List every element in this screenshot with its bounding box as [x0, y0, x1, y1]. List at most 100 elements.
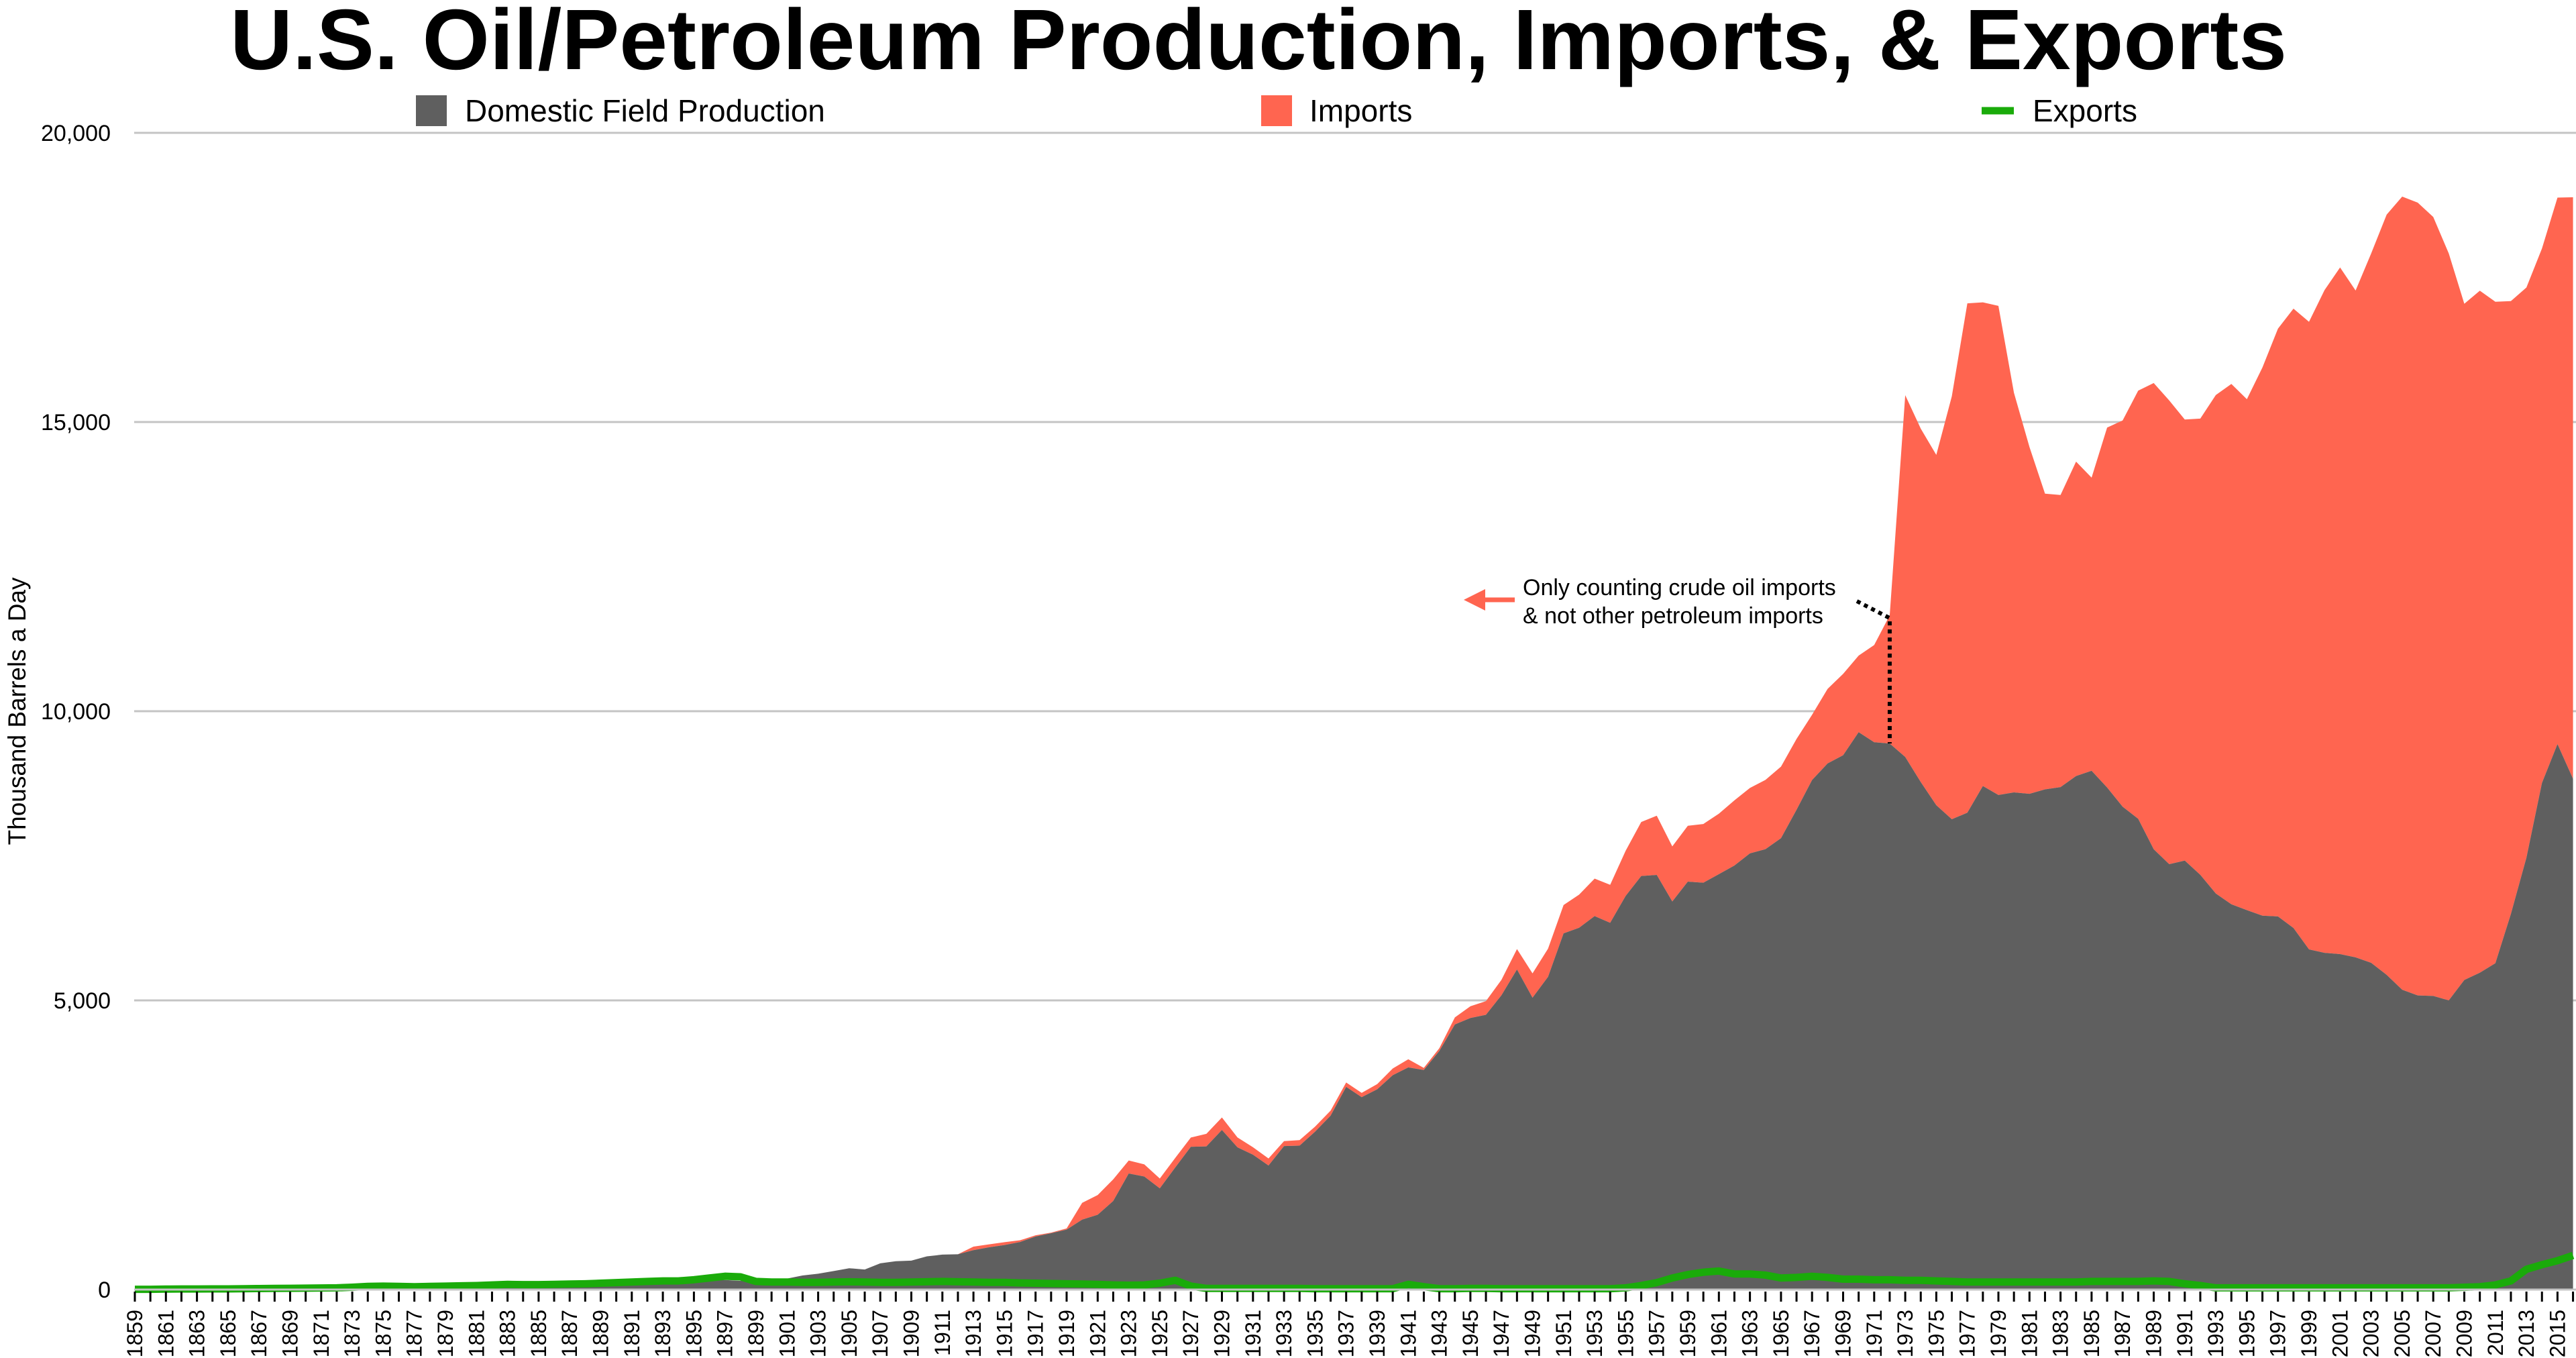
legend: Domestic Field Production Imports Export…: [416, 93, 2137, 128]
annotation-line-2: & not other petroleum imports: [1523, 603, 1823, 629]
x-tick-label: 1907: [868, 1310, 892, 1357]
x-tick-label: 1933: [1272, 1310, 1296, 1357]
x-tick-label: 1899: [744, 1310, 768, 1357]
x-tick-label: 1913: [961, 1310, 985, 1357]
x-tick-label: 1861: [154, 1310, 178, 1357]
x-tick-label: 1983: [2049, 1310, 2073, 1357]
x-tick-label: 2007: [2421, 1310, 2445, 1357]
x-tick-label: 1995: [2235, 1310, 2259, 1357]
x-tick-label: 1885: [527, 1310, 551, 1357]
x-tick-label: 1903: [806, 1310, 830, 1357]
x-tick-label: 1891: [620, 1310, 644, 1357]
x-tick-label: 1953: [1582, 1310, 1607, 1357]
x-tick-label: 2013: [2514, 1310, 2538, 1357]
x-tick-label: 1917: [1024, 1310, 1048, 1357]
x-tick-label: 1961: [1707, 1310, 1731, 1357]
x-tick-label: 1979: [1986, 1310, 2010, 1357]
x-tick-label: 1863: [185, 1310, 209, 1357]
y-axis-title: Thousand Barrels a Day: [3, 577, 31, 845]
x-tick-label: 1921: [1085, 1310, 1110, 1357]
legend-label-exports: Exports: [2033, 93, 2137, 128]
x-tick-label: 2015: [2545, 1310, 2569, 1357]
x-tick-label: 1975: [1924, 1310, 1948, 1357]
x-tick-label: 1973: [1893, 1310, 1917, 1357]
x-tick-label: 1989: [2142, 1310, 2166, 1357]
x-tick-label: 1929: [1210, 1310, 1234, 1357]
x-tick-label: 1939: [1365, 1310, 1389, 1357]
x-tick-label: 1897: [713, 1310, 737, 1357]
x-tick-label: 1867: [247, 1310, 271, 1357]
x-tick-label: 1909: [900, 1310, 924, 1357]
x-tick-label: 1895: [682, 1310, 706, 1357]
annotation: Only counting crude oil imports & not ot…: [1464, 575, 1892, 744]
x-tick-label: 1987: [2110, 1310, 2135, 1357]
x-tick-label: 1945: [1458, 1310, 1483, 1357]
y-tick-label: 10,000: [41, 699, 111, 725]
x-tick-label: 1887: [557, 1310, 582, 1357]
x-tick-label: 1971: [1862, 1310, 1886, 1357]
x-tick-label: 1957: [1645, 1310, 1669, 1357]
legend-label-imports: Imports: [1309, 93, 1412, 128]
x-tick-label: 2009: [2453, 1310, 2477, 1357]
x-tick-label: 1865: [216, 1310, 240, 1357]
x-tick-label: 1947: [1489, 1310, 1513, 1357]
y-axis: 0 5,000 10,000 15,000 20,000: [41, 121, 111, 1303]
x-tick-label: 1943: [1428, 1310, 1452, 1357]
x-tick-label: 1919: [1055, 1310, 1079, 1357]
x-tick-label: 1889: [589, 1310, 613, 1357]
y-tick-label: 20,000: [41, 121, 111, 146]
legend-label-production: Domestic Field Production: [465, 93, 825, 128]
x-tick-label: 1991: [2173, 1310, 2197, 1357]
annotation-line-1: Only counting crude oil imports: [1523, 575, 1836, 600]
x-tick-label: 1941: [1396, 1310, 1420, 1357]
x-tick-label: 1877: [402, 1310, 427, 1357]
x-tick-label: 1949: [1521, 1310, 1545, 1357]
annotation-arrow-left-icon: [1464, 589, 1485, 611]
x-tick-label: 1871: [309, 1310, 333, 1357]
x-tick-label: 1923: [1117, 1310, 1141, 1357]
x-tick-label: 1873: [340, 1310, 364, 1357]
x-tick-label: 1937: [1334, 1310, 1358, 1357]
x-tick-label: 1955: [1613, 1310, 1638, 1357]
x-tick-label: 2005: [2390, 1310, 2414, 1357]
x-tick-label: 1999: [2297, 1310, 2321, 1357]
x-tick-label: 1927: [1179, 1310, 1203, 1357]
x-tick-label: 1879: [433, 1310, 458, 1357]
x-tick-label: 1985: [2080, 1310, 2104, 1357]
x-axis: 1859 1861 1863 1865 1867 1869 1871 1873 1875 1877…: [123, 1288, 2576, 1357]
x-tick-label: 2001: [2328, 1310, 2352, 1357]
x-tick-label: 1965: [1769, 1310, 1793, 1357]
x-tick-label: 1935: [1303, 1310, 1327, 1357]
x-tick-label: 1981: [2017, 1310, 2041, 1357]
x-tick-label: 1869: [278, 1310, 303, 1357]
production-area: [135, 732, 2573, 1290]
y-tick-label: 15,000: [41, 410, 111, 435]
x-tick-label: 1875: [371, 1310, 395, 1357]
x-tick-label: 1881: [464, 1310, 488, 1357]
x-tick-label: 1963: [1738, 1310, 1762, 1357]
x-tick-label: 1969: [1831, 1310, 1856, 1357]
y-tick-label: 0: [98, 1277, 111, 1303]
x-tick-label: 1959: [1676, 1310, 1700, 1357]
y-tick-label: 5,000: [54, 988, 111, 1014]
x-tick-label: 1911: [930, 1310, 955, 1356]
imports-area: [135, 196, 2573, 1290]
x-tick-label: 1977: [1955, 1310, 1980, 1357]
x-tick-label: 1893: [651, 1310, 675, 1357]
x-tick-label: 1931: [1241, 1310, 1265, 1357]
plot-area: [135, 196, 2575, 1294]
x-tick-label: 1997: [2266, 1310, 2290, 1357]
x-tick-label: 1905: [837, 1310, 861, 1357]
x-tick-label: 2003: [2359, 1310, 2383, 1357]
legend-swatch-production: [416, 95, 447, 126]
x-tick-label: 1915: [992, 1310, 1016, 1357]
x-tick-label: 1859: [123, 1310, 147, 1357]
x-tick-label: 1951: [1552, 1310, 1576, 1357]
x-tick-label: 1993: [2204, 1310, 2228, 1357]
legend-swatch-imports: [1261, 95, 1292, 126]
x-tick-label: 1967: [1800, 1310, 1824, 1357]
x-tick-label: 1901: [775, 1310, 799, 1357]
chart-title: U.S. Oil/Petroleum Production, Imports, …: [230, 0, 2287, 88]
x-tick-label: 1925: [1148, 1310, 1172, 1357]
